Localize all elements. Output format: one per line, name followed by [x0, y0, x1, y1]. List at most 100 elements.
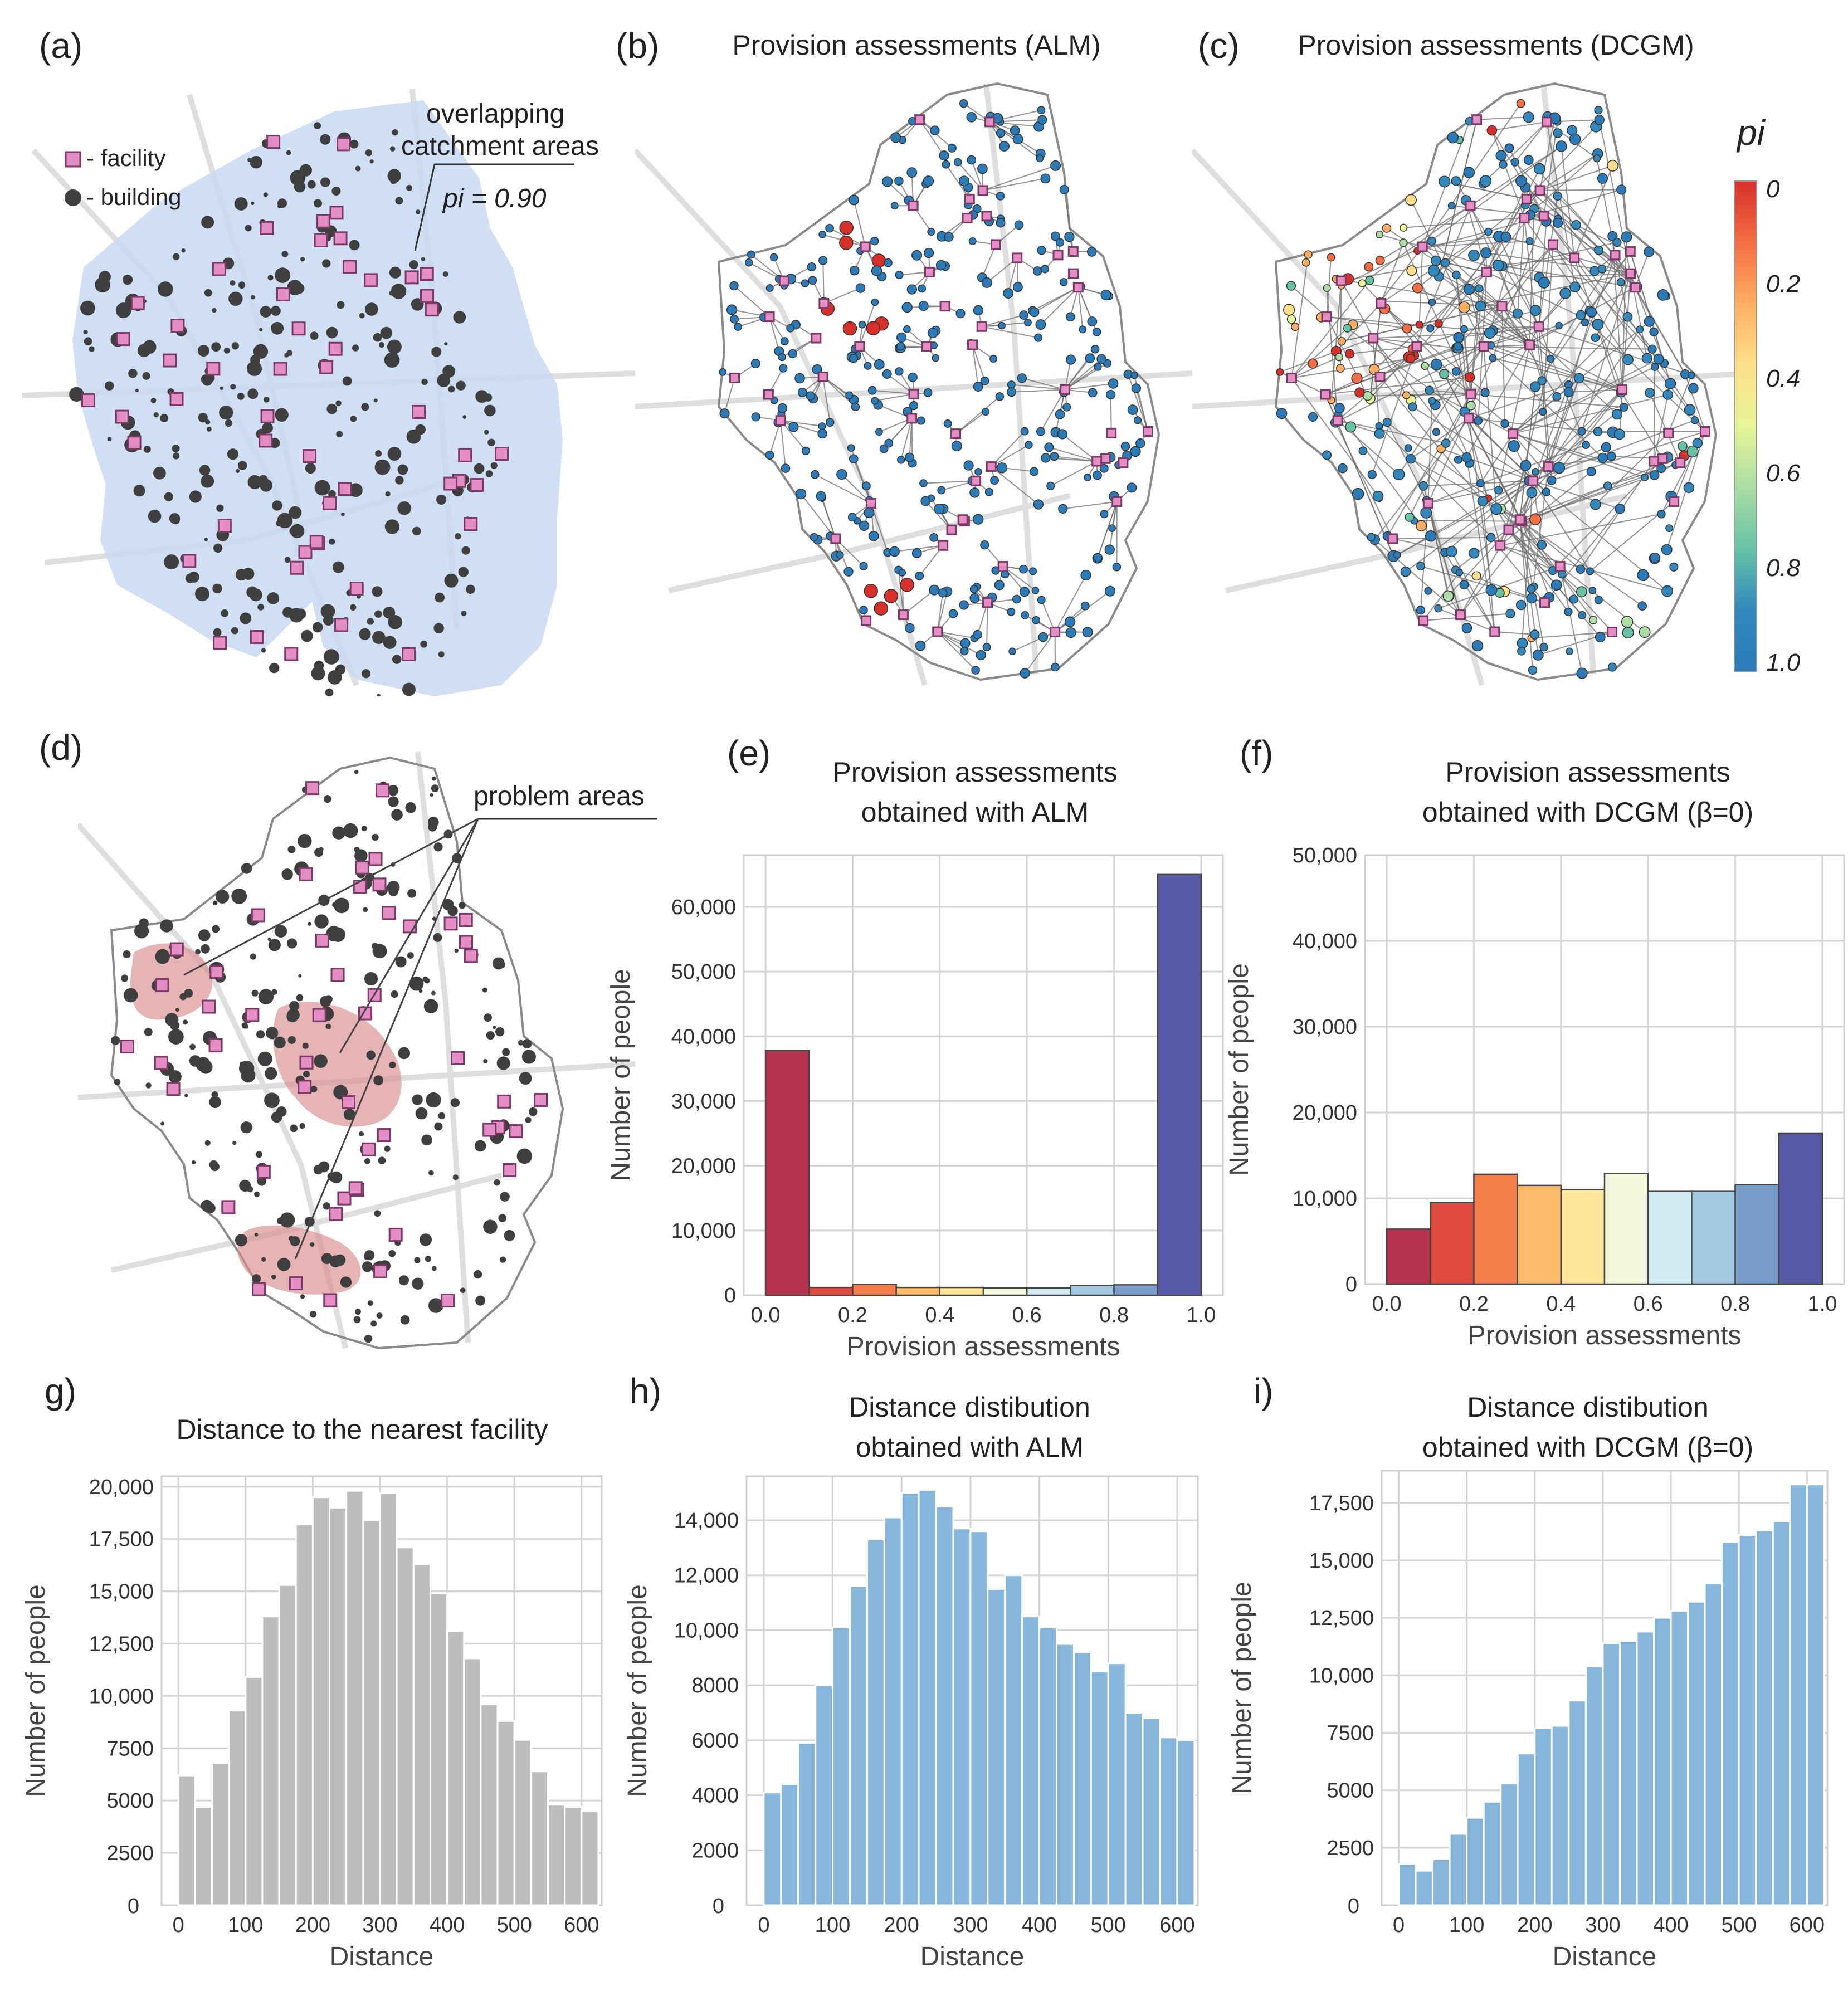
building-point	[1613, 428, 1625, 440]
building-point	[1517, 646, 1526, 656]
map-c	[1192, 82, 1749, 686]
histogram-bar	[1778, 1132, 1823, 1285]
facility-marker	[299, 1055, 314, 1070]
facility-marker	[939, 301, 950, 312]
building-point	[1399, 238, 1408, 247]
building-point	[1500, 232, 1511, 242]
facility-marker	[1542, 116, 1553, 128]
building-point	[900, 578, 914, 592]
building-point	[237, 461, 247, 470]
facility-marker	[312, 1008, 326, 1022]
building-point	[407, 952, 414, 959]
building-point	[942, 160, 950, 169]
x-tick-label: 1.0	[1186, 1304, 1216, 1327]
building-point	[1665, 524, 1674, 533]
building-point	[845, 391, 854, 399]
building-point	[270, 305, 281, 316]
facility-marker	[420, 267, 434, 281]
building-point	[1553, 462, 1566, 474]
histogram-bar	[480, 1703, 499, 1906]
building-point	[879, 444, 889, 453]
building-point	[287, 1008, 300, 1021]
building-point	[1024, 319, 1032, 326]
assignment-link	[1519, 392, 1622, 520]
building-point	[1589, 266, 1600, 276]
assignment-link	[991, 466, 1039, 505]
histogram-bar	[581, 1810, 599, 1906]
facility-marker	[1422, 497, 1433, 509]
building-point	[781, 463, 791, 473]
building-point	[930, 125, 940, 135]
y-tick-label: 12,000	[674, 1564, 739, 1588]
building-point	[256, 1030, 265, 1039]
annotation-pi-value: pi = 0.90	[442, 184, 547, 213]
building-point	[1662, 389, 1673, 400]
building-point	[202, 375, 213, 386]
building-point	[279, 1212, 295, 1228]
histogram-bar	[1038, 1626, 1057, 1906]
building-point	[484, 393, 493, 402]
building-point	[1327, 253, 1335, 262]
histogram-bar	[815, 1684, 834, 1906]
building-point	[287, 1036, 296, 1044]
building-point	[284, 353, 289, 358]
building-point	[1641, 353, 1652, 364]
assignment-link	[1491, 130, 1544, 217]
facility-marker	[967, 339, 978, 350]
building-point	[275, 408, 289, 422]
building-point	[1003, 288, 1014, 299]
building-point	[882, 176, 893, 187]
building-point	[1589, 616, 1598, 624]
y-tick-label: 10,000	[1293, 1187, 1357, 1211]
building-point	[726, 304, 738, 315]
building-point	[871, 298, 879, 306]
facility-marker	[377, 1128, 391, 1143]
facility-marker	[818, 298, 830, 309]
histogram-bar	[1584, 1665, 1604, 1906]
building-point	[1476, 479, 1485, 487]
assignment-link	[1531, 389, 1623, 494]
building-point	[369, 159, 374, 164]
building-point	[406, 429, 421, 444]
assignment-link	[1012, 631, 1056, 652]
building-point	[290, 1124, 298, 1133]
building-point	[349, 139, 359, 149]
assignment-link	[853, 199, 866, 247]
y-tick-label: 4000	[691, 1784, 739, 1808]
building-point	[1566, 647, 1573, 656]
facility-marker	[1489, 626, 1500, 637]
facility-marker	[299, 867, 313, 881]
building-point	[1406, 265, 1417, 276]
assignment-link	[937, 591, 948, 632]
histogram-bar	[1734, 1184, 1779, 1285]
histogram-bar	[849, 1585, 868, 1906]
building-point	[1616, 184, 1627, 195]
building-point	[1537, 376, 1547, 385]
assignment-link	[769, 316, 780, 352]
problem-area-1	[130, 943, 213, 1020]
assignment-link	[780, 419, 823, 435]
building-point	[911, 250, 923, 261]
building-point	[212, 900, 218, 906]
building-point	[806, 391, 815, 401]
assignment-link	[1524, 217, 1591, 311]
facility-marker	[334, 618, 349, 632]
building-point	[1644, 246, 1655, 257]
building-point	[329, 538, 335, 545]
y-tick-label: 30,000	[671, 1090, 736, 1113]
building-point	[937, 486, 946, 495]
building-point	[260, 306, 272, 318]
building-point	[1534, 163, 1545, 175]
building-point	[137, 344, 151, 357]
building-point	[1442, 590, 1454, 602]
building-point	[1108, 378, 1119, 389]
assignment-link	[1483, 346, 1622, 393]
building-point	[1480, 388, 1490, 397]
building-point	[1021, 611, 1030, 619]
building-point	[275, 267, 290, 283]
building-point	[1603, 481, 1612, 491]
building-point	[1495, 150, 1507, 162]
building-point	[255, 1151, 262, 1158]
building-point	[194, 587, 210, 602]
facility-marker	[1387, 533, 1398, 544]
